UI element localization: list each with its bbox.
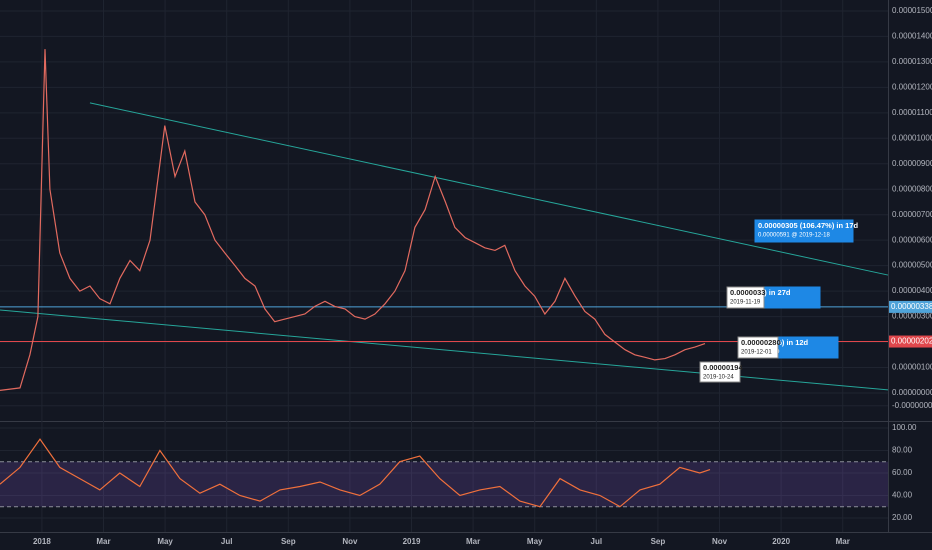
price-level-label: 0.00000202 <box>891 337 932 346</box>
y-tick-label: -0.0000000 <box>892 401 932 410</box>
y-tick-label: 20.00 <box>892 513 913 522</box>
y-tick-label: 40.00 <box>892 491 913 500</box>
trend-line <box>89 102 889 276</box>
x-tick-label: Nov <box>712 537 728 546</box>
price-level-tag <box>889 300 932 313</box>
x-tick-label: Nov <box>342 537 358 546</box>
y-tick-label: 0.00000800 <box>892 184 932 193</box>
x-tick-label: 2019 <box>403 537 421 546</box>
annotation-text: 2019-10-24 <box>703 375 734 381</box>
annotation-text: 0.00000591 @ 2019-12-18 <box>758 233 830 239</box>
y-tick-label: 0.00000100 <box>892 363 932 372</box>
x-tick-label: 2020 <box>772 537 790 546</box>
annotation-box <box>726 286 765 309</box>
y-tick-label: 0.00001200 <box>892 82 932 91</box>
price-level-label: 0.00000338 <box>891 302 932 311</box>
y-tick-label: 0.00001400 <box>892 32 932 41</box>
x-tick-label: Jul <box>591 537 603 546</box>
price-level-tag <box>889 335 932 348</box>
series-line <box>0 49 706 391</box>
annotation-text: 2019-11-19 <box>730 300 761 306</box>
x-tick-label: May <box>527 537 543 546</box>
annotation-text: 2019-12-01 <box>741 350 772 356</box>
y-tick-label: 0.00000300 <box>892 312 932 321</box>
x-tick-label: Sep <box>651 537 666 546</box>
annotation-text: 0.00000194 <box>703 363 743 372</box>
x-tick-label: Mar <box>96 537 110 546</box>
x-tick-label: Mar <box>466 537 480 546</box>
annotation-box <box>754 219 854 243</box>
y-tick-label: 0.00000400 <box>892 286 932 295</box>
annotation-box <box>699 361 741 383</box>
annotation-box <box>737 336 779 359</box>
y-tick-label: 60.00 <box>892 468 913 477</box>
y-tick-label: 0.00001300 <box>892 57 932 66</box>
y-tick-label: 0.00001100 <box>892 108 932 117</box>
y-tick-label: 100.00 <box>892 423 917 432</box>
annotation-text: 0.00000280 <box>741 338 781 347</box>
x-tick-label: Mar <box>836 537 850 546</box>
x-tick-label: Jul <box>221 537 233 546</box>
y-tick-label: 0.00001000 <box>892 133 932 142</box>
x-tick-label: Sep <box>281 537 296 546</box>
y-tick-label: 0.00000700 <box>892 210 932 219</box>
y-tick-label: 0.00000600 <box>892 235 932 244</box>
y-tick-label: 0.00001500 <box>892 6 932 15</box>
y-tick-label: 0.00000000 <box>892 388 932 397</box>
y-tick-label: 0.00000900 <box>892 159 932 168</box>
y-tick-label: 80.00 <box>892 446 913 455</box>
x-tick-label: 2018 <box>33 537 51 546</box>
annotation-text: 0.0000033 <box>730 288 765 297</box>
rsi-band <box>0 461 888 507</box>
series-line <box>0 438 711 508</box>
x-tick-label: May <box>157 537 173 546</box>
y-tick-label: 0.00000500 <box>892 261 932 270</box>
annotation-text: 0.00000305 (106.47%) in 17d <box>758 221 858 230</box>
